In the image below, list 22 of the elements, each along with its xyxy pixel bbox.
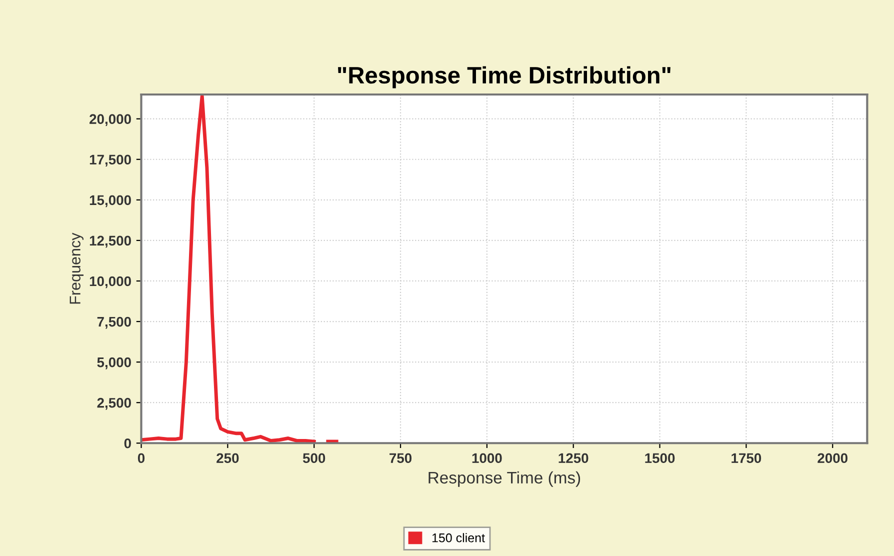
- x-tick-label: 2000: [818, 453, 848, 464]
- y-axis-title: Frequency: [70, 232, 84, 304]
- y-tick-label: 7,500: [97, 316, 131, 329]
- x-tick-label: 500: [302, 453, 326, 464]
- y-tick-label: 15,000: [90, 195, 131, 208]
- x-tick-label: 1500: [645, 453, 675, 464]
- y-tick-label: 2,500: [97, 398, 131, 410]
- legend-label: 150 client: [432, 533, 485, 542]
- x-axis-title: Response Time (ms): [428, 471, 580, 487]
- x-tick-label: 250: [216, 453, 239, 464]
- y-tick-label: 10,000: [90, 276, 131, 288]
- x-tick-label: 1250: [558, 453, 588, 464]
- y-tick-label: 20,000: [90, 114, 131, 126]
- x-tick-label: 750: [390, 453, 412, 464]
- chart-title: "Response Time Distribution": [338, 66, 670, 88]
- x-tick-label: 1750: [732, 453, 762, 464]
- y-tick-label: 17,500: [90, 154, 131, 167]
- y-tick-label: 0: [124, 438, 131, 448]
- y-tick-label: 12,500: [90, 236, 131, 248]
- y-tick-label: 5,000: [97, 357, 131, 370]
- x-tick-label: 0: [138, 453, 145, 464]
- x-tick-label: 1000: [472, 453, 502, 464]
